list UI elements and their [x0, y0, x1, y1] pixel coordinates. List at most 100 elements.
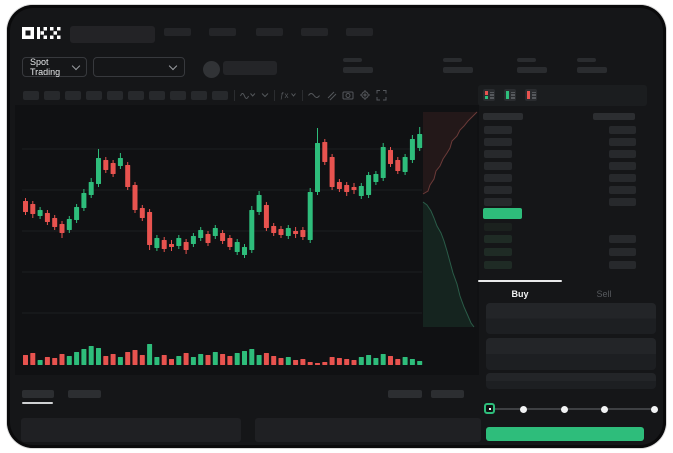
slider-stop[interactable]: [650, 405, 658, 413]
camera-icon[interactable]: [342, 89, 354, 101]
orders-tab-placeholder[interactable]: [22, 390, 54, 398]
chart-toolbar-icons: ƒx: [234, 89, 387, 101]
nav-item-placeholder[interactable]: [164, 28, 191, 36]
row-line: [489, 97, 494, 99]
orderbook-price-header: [483, 113, 523, 120]
sell-tab-label: Sell: [596, 289, 612, 299]
orderbook-ask-row[interactable]: [609, 138, 636, 146]
divider: [234, 89, 235, 101]
orders-action-placeholder[interactable]: [431, 390, 464, 398]
row-line: [489, 91, 494, 93]
divider: [302, 89, 303, 101]
timeframe-chip[interactable]: [128, 91, 144, 100]
orderbook-ask-row[interactable]: [609, 126, 636, 134]
total-input-placeholder[interactable]: [486, 373, 656, 389]
timeframe-chip[interactable]: [65, 91, 81, 100]
chart-area[interactable]: [15, 105, 479, 375]
timeframe-chip[interactable]: [212, 91, 228, 100]
buy-submit-button[interactable]: [486, 427, 644, 441]
row-line: [489, 94, 494, 96]
orderbook-bid-row[interactable]: [609, 235, 636, 243]
last-price-highlight[interactable]: [483, 208, 522, 219]
search-bar-placeholder[interactable]: [70, 26, 155, 43]
draw-icon[interactable]: [325, 89, 337, 101]
price-input-placeholder[interactable]: [486, 303, 656, 334]
slider-handle[interactable]: [484, 403, 495, 414]
timeframe-chip[interactable]: [191, 91, 207, 100]
slider-stop[interactable]: [600, 405, 608, 413]
orderbook-bid-row[interactable]: [484, 248, 512, 256]
orderbook-ask-row[interactable]: [609, 150, 636, 158]
slider-stop[interactable]: [560, 405, 568, 413]
history-tab-placeholder[interactable]: [68, 390, 101, 398]
ask-mark: [527, 91, 530, 99]
orderbook-amount-header: [593, 113, 635, 120]
indicators-icon[interactable]: [240, 89, 256, 101]
orderbook-ask-row[interactable]: [609, 186, 636, 194]
orderbook-ask-row[interactable]: [484, 174, 512, 182]
orderbook-bid-row[interactable]: [484, 261, 512, 269]
orderbook-ask-row[interactable]: [484, 150, 512, 158]
orderbook-ask-row[interactable]: [484, 198, 512, 206]
timeframe-chip[interactable]: [149, 91, 165, 100]
pair-name-placeholder: [223, 61, 277, 75]
nav-item-placeholder[interactable]: [256, 28, 283, 36]
orderbook-ask-row[interactable]: [484, 138, 512, 146]
bid-mark: [485, 95, 488, 99]
settings-icon[interactable]: [359, 89, 371, 101]
market-type-dropdown[interactable]: Spot Trading: [22, 57, 87, 77]
nav-item-placeholder[interactable]: [209, 28, 236, 36]
orders-table-panel: [255, 418, 481, 442]
okx-logo: [22, 27, 61, 39]
orderbook-bid-row[interactable]: [609, 261, 636, 269]
row-line: [531, 94, 536, 96]
ask-mark: [485, 91, 488, 95]
nav-item-placeholder[interactable]: [346, 28, 373, 36]
book-asks-icon[interactable]: [525, 89, 537, 101]
orderbook-ask-row[interactable]: [609, 198, 636, 206]
ticker-stat-placeholder: [577, 67, 607, 73]
book-combined-icon[interactable]: [483, 89, 495, 101]
orders-action-placeholder[interactable]: [388, 390, 422, 398]
handle-dot: [488, 407, 491, 410]
row-line: [510, 91, 515, 93]
timeframe-chip[interactable]: [107, 91, 123, 100]
tab-sell[interactable]: Sell: [562, 283, 646, 305]
orderbook-bid-row[interactable]: [484, 223, 512, 231]
buy-tab-label: Buy: [511, 289, 529, 299]
timeframe-chip[interactable]: [170, 91, 186, 100]
line-style-icon[interactable]: [308, 89, 320, 101]
fullscreen-icon[interactable]: [376, 89, 387, 101]
compare-icon[interactable]: [261, 89, 269, 101]
svg-text:ƒx: ƒx: [280, 91, 288, 100]
orderbook-ask-row[interactable]: [609, 174, 636, 182]
orderbook-ask-row[interactable]: [484, 186, 512, 194]
ticker-stat-placeholder: [517, 67, 547, 73]
amount-input-placeholder[interactable]: [486, 338, 656, 370]
timeframe-chip[interactable]: [86, 91, 102, 100]
slider-stop[interactable]: [519, 405, 527, 413]
orderbook-ask-row[interactable]: [484, 162, 512, 170]
app-window: Spot Trading ƒx: [7, 5, 666, 448]
row-line: [531, 91, 536, 93]
bid-mark: [506, 91, 509, 99]
orderbook-ask-row[interactable]: [609, 162, 636, 170]
market-type-label: Spot Trading: [30, 57, 61, 77]
orderbook-bid-row[interactable]: [484, 235, 512, 243]
ticker-stat-placeholder: [517, 58, 536, 62]
timeframe-chip[interactable]: [23, 91, 39, 100]
row-line: [510, 94, 515, 96]
orders-table-panel: [21, 418, 241, 442]
ticker-stat-placeholder: [343, 67, 373, 73]
active-tab-underline: [22, 402, 53, 404]
pair-selector-dropdown[interactable]: [93, 57, 185, 77]
orderbook-ask-row[interactable]: [484, 126, 512, 134]
amount-slider-track[interactable]: [490, 408, 654, 410]
fx-indicator-icon[interactable]: ƒx: [280, 89, 297, 101]
orderbook-bid-row[interactable]: [609, 248, 636, 256]
timeframe-chip[interactable]: [44, 91, 60, 100]
tab-buy[interactable]: Buy: [478, 283, 562, 305]
nav-item-placeholder[interactable]: [301, 28, 328, 36]
book-bids-icon[interactable]: [504, 89, 516, 101]
